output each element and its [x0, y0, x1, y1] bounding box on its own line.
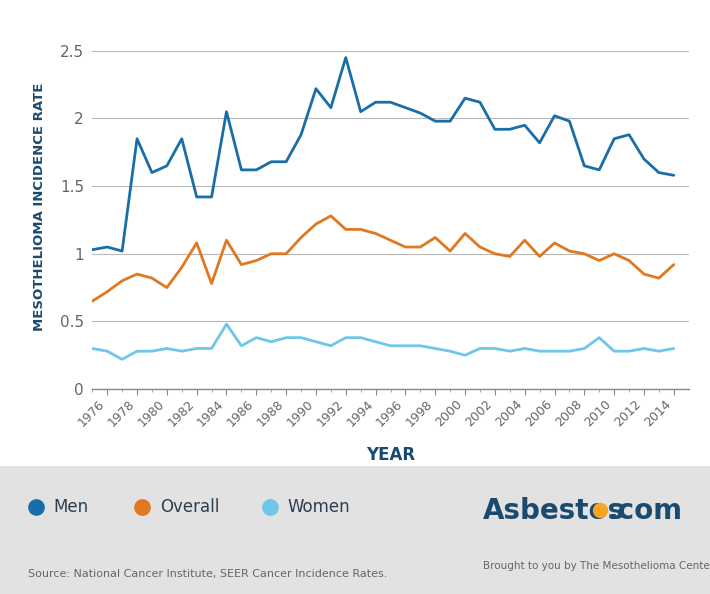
X-axis label: YEAR: YEAR [366, 446, 415, 464]
Text: Brought to you by The Mesothelioma Center: Brought to you by The Mesothelioma Cente… [483, 561, 710, 571]
Text: Men: Men [53, 498, 88, 516]
Text: Women: Women [288, 498, 350, 516]
Text: .com: .com [607, 497, 682, 525]
Text: Source: National Cancer Institute, SEER Cancer Incidence Rates.: Source: National Cancer Institute, SEER … [28, 568, 388, 579]
Y-axis label: MESOTHELIOMA INCIDENCE RATE: MESOTHELIOMA INCIDENCE RATE [33, 82, 46, 331]
Text: Overall: Overall [160, 498, 219, 516]
Text: Asbestos: Asbestos [483, 497, 625, 525]
